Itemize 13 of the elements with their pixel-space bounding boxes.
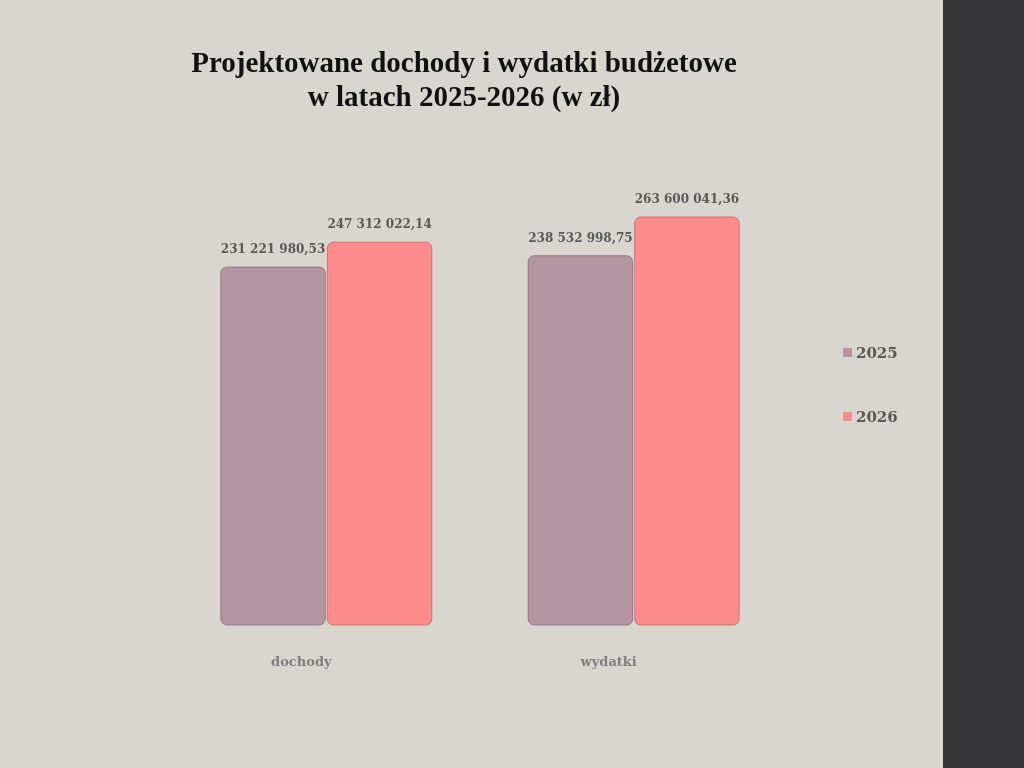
x-tick-label: wydatki: [579, 654, 637, 669]
legend-label: 2025: [856, 344, 898, 362]
data-label: 231 221 980,53: [220, 242, 326, 257]
data-label: 247 312 022,14: [327, 217, 432, 232]
bar: [326, 241, 433, 626]
x-tick-label: dochody: [271, 654, 332, 669]
data-label: 238 532 998,75: [528, 230, 633, 245]
legend-label: 2026: [856, 408, 898, 426]
chart-title: Projektowane dochody i wydatki budżetowe w latach 2025-2026 (w zł): [191, 46, 737, 113]
bar: [634, 216, 740, 626]
bar: [220, 266, 326, 626]
data-label: 263 600 041,36: [634, 192, 740, 206]
bar: [527, 255, 634, 626]
